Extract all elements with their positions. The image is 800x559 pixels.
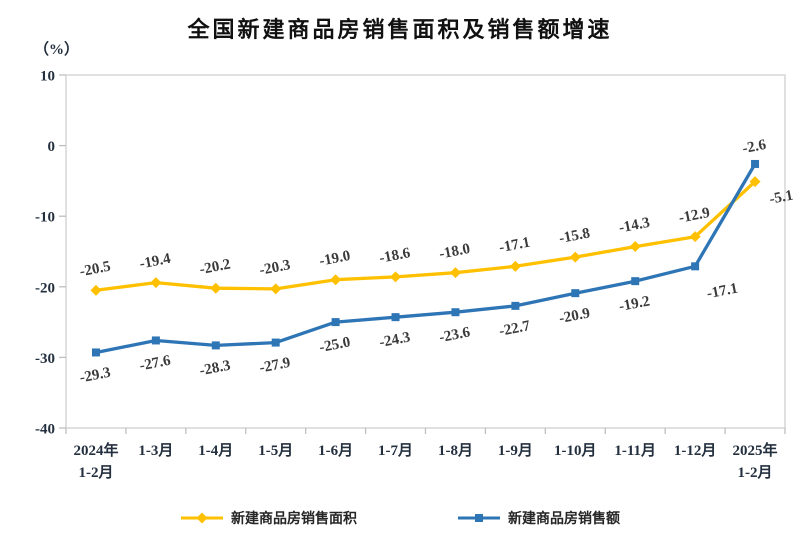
data-point-label: -19.0: [318, 248, 352, 270]
data-point-label: -23.6: [438, 324, 472, 346]
data-point-label: -14.3: [618, 215, 652, 237]
data-point-label: -27.9: [258, 355, 292, 377]
data-point-label: -17.1: [498, 235, 532, 257]
data-point-label: -25.0: [318, 334, 352, 356]
x-axis-label: 2025年 1-2月: [733, 441, 778, 481]
chart-legend: 新建商品房销售面积 新建商品房销售额: [0, 508, 800, 528]
chart-title: 全国新建商品房销售面积及销售额增速: [187, 18, 613, 43]
plot-border: [65, 74, 786, 429]
data-point-marker: [391, 313, 400, 322]
data-point-label: -22.7: [498, 318, 532, 340]
data-point-marker: [330, 274, 342, 286]
data-point-label: -29.3: [78, 365, 112, 387]
legend-square-marker-icon: [458, 514, 500, 522]
x-axis-label: 2024年 1-2月: [73, 441, 118, 481]
x-axis-label: 1-5月: [258, 442, 293, 459]
y-tick-label: 0: [48, 139, 56, 155]
y-tick-label: -10: [35, 210, 55, 226]
x-axis-label: 1-4月: [198, 442, 233, 459]
y-tick-label: 10: [40, 69, 55, 85]
data-point-label: -28.3: [198, 358, 232, 380]
data-point-marker: [511, 301, 520, 310]
legend-item-1: 新建商品房销售额: [457, 508, 620, 528]
legend-diamond-marker-icon: [181, 512, 223, 524]
data-point-marker: [571, 289, 580, 298]
data-point-marker: [91, 348, 100, 357]
data-point-marker: [631, 277, 640, 286]
data-point-marker: [211, 341, 220, 350]
data-point-label: -17.1: [705, 281, 739, 303]
data-point-marker: [569, 251, 581, 263]
x-axis-label: 1-12月: [674, 442, 717, 459]
data-point-marker: [451, 308, 460, 317]
data-point-label: -18.6: [378, 245, 412, 267]
y-tick-label: -30: [35, 351, 55, 367]
data-point-marker: [449, 267, 461, 279]
data-point-label: -19.2: [618, 293, 652, 315]
data-point-marker: [629, 241, 641, 253]
legend-label: 新建商品房销售额: [508, 512, 620, 527]
data-point-label: -20.3: [258, 257, 292, 279]
x-axis-label: 1-7月: [378, 442, 413, 459]
data-point-label: -20.5: [78, 259, 112, 281]
legend-label: 新建商品房销售面积: [231, 512, 357, 527]
data-point-marker: [691, 262, 700, 271]
y-tick-label: -40: [35, 422, 55, 438]
data-point-label: -27.6: [138, 353, 172, 375]
data-point-marker: [509, 260, 521, 272]
data-point-marker: [150, 277, 162, 289]
y-axis-unit-label: （%）: [34, 42, 80, 58]
data-point-label: -18.0: [438, 241, 472, 263]
data-point-label: -2.6: [741, 137, 768, 157]
data-point-marker: [210, 282, 222, 294]
data-point-marker: [270, 283, 282, 295]
x-axis-label: 1-11月: [614, 442, 656, 459]
series-line-1: [94, 162, 757, 355]
data-point-marker: [689, 231, 701, 243]
data-point-label: -15.8: [558, 225, 592, 247]
x-axis-label: 1-10月: [554, 442, 597, 459]
x-axis-label: 1-6月: [318, 442, 353, 459]
data-point-label: -5.1: [768, 188, 794, 208]
data-point-marker: [331, 318, 340, 327]
x-axis-label: 1-9月: [498, 442, 533, 459]
legend-item-0: 新建商品房销售面积: [180, 508, 357, 528]
data-point-label: -20.9: [558, 305, 592, 327]
data-point-label: -12.9: [677, 205, 711, 227]
data-point-marker: [90, 284, 102, 296]
data-point-marker: [390, 271, 402, 283]
series-line-0: [94, 179, 757, 292]
data-point-marker: [271, 338, 280, 347]
data-point-label: -19.4: [138, 251, 172, 273]
data-point-label: -20.2: [198, 256, 232, 278]
data-point-marker: [749, 176, 761, 188]
data-point-label: -24.3: [378, 329, 412, 351]
plot-area: 10 0 -10 -20 -30 -40 2024年 1-2月 1-3月 1-4月 1-5月 1-6月…: [35, 69, 794, 482]
data-point-marker: [751, 159, 760, 168]
data-point-marker: [151, 336, 160, 345]
x-axis-label: 1-3月: [138, 442, 173, 459]
y-tick-label: -20: [35, 280, 55, 296]
x-axis-label: 1-8月: [438, 442, 473, 459]
